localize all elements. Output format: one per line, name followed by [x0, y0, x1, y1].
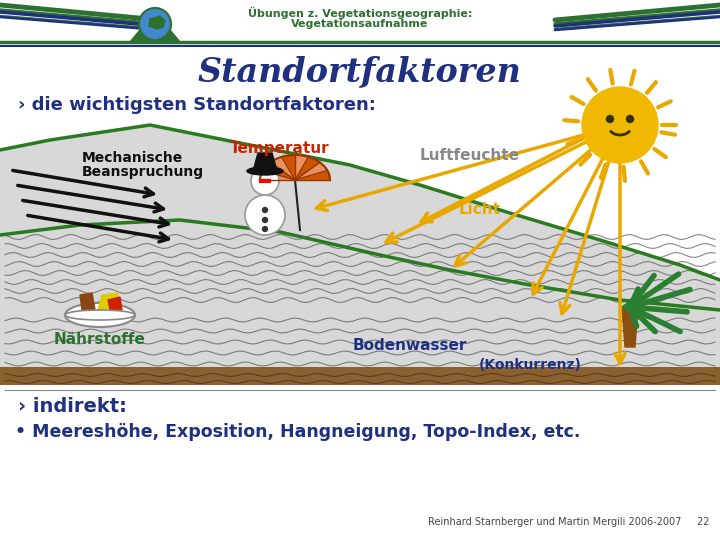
Circle shape [582, 87, 658, 163]
Text: Licht: Licht [459, 202, 501, 218]
Polygon shape [263, 163, 295, 180]
Text: Bodenwasser: Bodenwasser [353, 338, 467, 353]
Polygon shape [295, 163, 328, 180]
Text: › indirekt:: › indirekt: [18, 397, 127, 416]
Text: Luftfeuchte: Luftfeuchte [420, 147, 520, 163]
Polygon shape [147, 12, 163, 24]
Polygon shape [282, 155, 295, 180]
Polygon shape [260, 171, 295, 180]
Ellipse shape [65, 303, 135, 327]
Circle shape [625, 302, 635, 312]
Polygon shape [149, 16, 165, 29]
Polygon shape [295, 155, 308, 180]
Text: Mechanische: Mechanische [82, 151, 184, 165]
Circle shape [245, 195, 285, 235]
Polygon shape [130, 12, 180, 42]
Text: Standortfaktoren: Standortfaktoren [198, 56, 522, 89]
Circle shape [606, 116, 613, 123]
Text: › die wichtigsten Standortfaktoren:: › die wichtigsten Standortfaktoren: [18, 96, 376, 114]
Polygon shape [80, 293, 95, 310]
Bar [0, 120, 720, 385]
Text: Übungen z. Vegetationsgeographie:: Übungen z. Vegetationsgeographie: [248, 7, 472, 19]
Polygon shape [295, 157, 320, 180]
Text: Beanspruchung: Beanspruchung [82, 165, 204, 179]
Text: Reinhard Starnberger und Martin Mergili 2006-2007     22: Reinhard Starnberger und Martin Mergili … [428, 517, 710, 527]
Polygon shape [108, 297, 122, 310]
Bar [0, 0, 720, 45]
Circle shape [263, 226, 268, 232]
Circle shape [263, 218, 268, 222]
Circle shape [263, 207, 268, 213]
Polygon shape [247, 153, 283, 171]
Circle shape [139, 8, 171, 40]
Bar [0, 367, 720, 385]
Circle shape [251, 167, 279, 195]
Text: • Meereshöhe, Exposition, Hangneigung, Topo-Index, etc.: • Meereshöhe, Exposition, Hangneigung, T… [15, 423, 580, 441]
Circle shape [626, 116, 634, 123]
Ellipse shape [247, 167, 283, 175]
Text: (Konkurrenz): (Konkurrenz) [479, 358, 582, 372]
Text: Vegetationsaufnahme: Vegetationsaufnahme [292, 19, 428, 29]
Text: Nährstoffe: Nährstoffe [54, 333, 146, 348]
Text: Temperatur: Temperatur [230, 140, 330, 156]
Polygon shape [0, 120, 720, 280]
Polygon shape [270, 157, 295, 180]
Polygon shape [295, 171, 330, 180]
Polygon shape [622, 307, 638, 347]
Polygon shape [98, 293, 118, 310]
